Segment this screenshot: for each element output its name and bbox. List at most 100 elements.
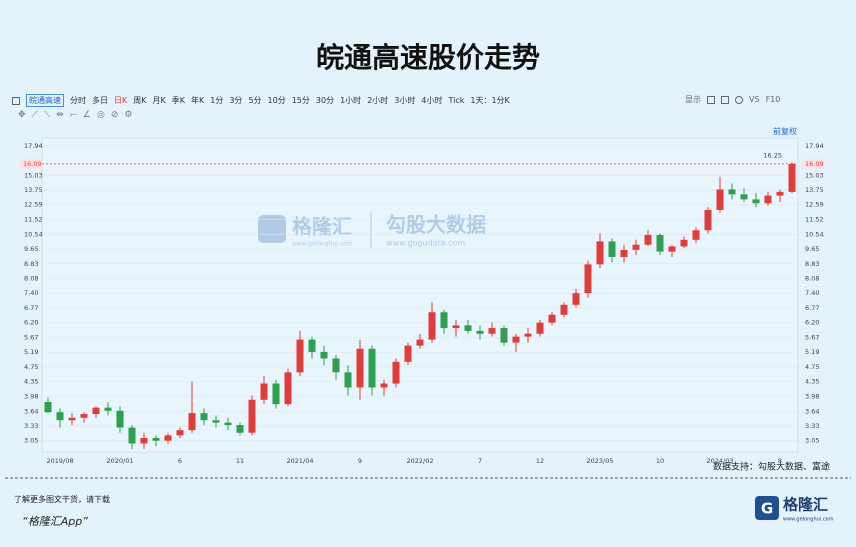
period-tab[interactable]: 月K bbox=[152, 96, 166, 105]
period-tab[interactable]: 3分 bbox=[229, 96, 243, 105]
candle-body bbox=[584, 264, 592, 294]
period-tab[interactable]: 周K bbox=[133, 96, 147, 105]
candle-body bbox=[392, 361, 400, 384]
candle-body bbox=[308, 339, 316, 352]
candle-body bbox=[152, 438, 160, 441]
y-tick-label-right: 12.59 bbox=[805, 201, 824, 209]
period-tab[interactable]: 2小时 bbox=[367, 96, 389, 105]
y-tick-label: 13.75 bbox=[24, 186, 43, 194]
candle-body bbox=[692, 230, 700, 240]
tool-icon[interactable]: ⚙ bbox=[124, 110, 133, 120]
logo-glyph: G bbox=[761, 500, 773, 518]
period-tab[interactable]: 1天：1分K bbox=[470, 96, 510, 105]
period-tab[interactable]: 3小时 bbox=[394, 96, 416, 105]
candle-body bbox=[332, 358, 340, 373]
candle-body bbox=[56, 412, 64, 421]
y-tick-label-right: 4.75 bbox=[805, 363, 819, 371]
candle-body bbox=[608, 241, 616, 257]
y-tick-label: 4.35 bbox=[24, 378, 38, 386]
y-tick-label: 3.64 bbox=[24, 407, 38, 415]
x-tick-label: 11 bbox=[236, 457, 244, 465]
y-tick-label-right: 13.75 bbox=[805, 186, 824, 194]
candle-body bbox=[380, 383, 388, 388]
candle-body bbox=[164, 435, 172, 441]
last-price-box bbox=[20, 158, 42, 169]
tool-icon[interactable]: ⟍ bbox=[43, 110, 51, 120]
x-tick-label: 9 bbox=[358, 457, 362, 465]
x-tick-label: 8 bbox=[778, 457, 782, 465]
period-tab[interactable]: 15分 bbox=[291, 96, 310, 105]
tool-icon[interactable]: ∠ bbox=[82, 110, 91, 120]
period-tab[interactable]: 4小时 bbox=[421, 96, 443, 105]
y-tick-label: 3.05 bbox=[24, 437, 38, 445]
period-tab[interactable]: 1小时 bbox=[340, 96, 362, 105]
candle-body bbox=[416, 339, 424, 346]
candle-body bbox=[572, 293, 580, 305]
y-tick-label: 15.03 bbox=[24, 171, 43, 179]
watermark-icon bbox=[258, 215, 286, 243]
period-tab-active[interactable]: 日K bbox=[114, 96, 128, 105]
y-tick-label: 9.65 bbox=[24, 245, 38, 253]
period-tab[interactable]: 5分 bbox=[248, 96, 262, 105]
f10-button[interactable]: F10 bbox=[765, 95, 781, 104]
stock-tab[interactable]: 皖通高速 bbox=[26, 94, 64, 107]
period-tab[interactable]: 季K bbox=[171, 96, 185, 105]
camera-icon[interactable] bbox=[735, 95, 743, 104]
candle-body bbox=[464, 325, 472, 331]
promo-text: 了解更多图文干货，请下载 bbox=[14, 495, 110, 504]
adjust-button[interactable]: 前复权 bbox=[773, 127, 797, 136]
y-tick-label: 17.94 bbox=[24, 142, 43, 150]
y-tick-label-right: 17.94 bbox=[805, 142, 824, 150]
candle-body bbox=[764, 195, 772, 204]
tool-icon[interactable]: ⇹ bbox=[56, 110, 64, 120]
tool-icon[interactable]: ⟋ bbox=[31, 110, 38, 120]
candle-body bbox=[368, 348, 376, 388]
period-tab[interactable]: Tick bbox=[448, 96, 465, 105]
logo-icon bbox=[755, 496, 779, 520]
candle-body bbox=[284, 372, 292, 405]
x-tick-label: 2019/08 bbox=[46, 457, 73, 465]
tool-icon[interactable]: ◎ bbox=[97, 110, 105, 120]
candle-body bbox=[68, 417, 76, 421]
tool-icon[interactable]: ✥ bbox=[18, 110, 26, 120]
candle-body bbox=[488, 328, 496, 334]
period-tab[interactable]: 10分 bbox=[267, 96, 286, 105]
panel-icon[interactable] bbox=[12, 96, 20, 105]
y-tick-label: 12.59 bbox=[24, 201, 43, 209]
compare-button[interactable]: VS bbox=[749, 95, 760, 104]
tool-icon[interactable]: ⤚ bbox=[69, 110, 77, 120]
candle-body bbox=[548, 314, 556, 323]
candle-body bbox=[140, 438, 148, 444]
period-tab[interactable]: 年K bbox=[191, 96, 205, 105]
plot-area bbox=[41, 137, 799, 453]
candle-body bbox=[272, 383, 280, 405]
last-price-label: 16.09 bbox=[23, 160, 42, 168]
candle-body bbox=[248, 399, 256, 433]
y-tick-label-right: 5.67 bbox=[805, 334, 819, 342]
candle-body bbox=[188, 413, 196, 431]
y-tick-label: 3.98 bbox=[24, 392, 38, 400]
y-tick-label: 5.67 bbox=[24, 334, 38, 342]
candle-body bbox=[224, 422, 232, 426]
period-tab[interactable]: 30分 bbox=[315, 96, 335, 105]
period-tab[interactable]: 1分 bbox=[210, 96, 224, 105]
candle-body bbox=[116, 410, 124, 428]
logo-url: www.gelonghui.com bbox=[783, 517, 834, 523]
chart-title: 皖通高速股价走势 bbox=[315, 41, 540, 74]
layout-icon[interactable] bbox=[707, 95, 715, 104]
candle-body bbox=[512, 336, 520, 343]
candle-body bbox=[476, 330, 484, 334]
x-tick-label: 7 bbox=[478, 457, 482, 465]
y-tick-label-right: 8.08 bbox=[805, 275, 819, 283]
tool-icon[interactable]: ⊘ bbox=[110, 110, 119, 120]
candle-body bbox=[500, 328, 508, 343]
layout-icon[interactable] bbox=[721, 95, 729, 104]
period-tab[interactable]: 多日 bbox=[92, 96, 108, 105]
candle-body bbox=[344, 372, 352, 388]
promo-app: “格隆汇App” bbox=[22, 515, 88, 528]
candle-body bbox=[560, 304, 568, 315]
display-menu[interactable]: 显示 bbox=[685, 95, 701, 104]
period-tab[interactable]: 分时 bbox=[70, 96, 86, 105]
candle-body bbox=[128, 427, 136, 444]
